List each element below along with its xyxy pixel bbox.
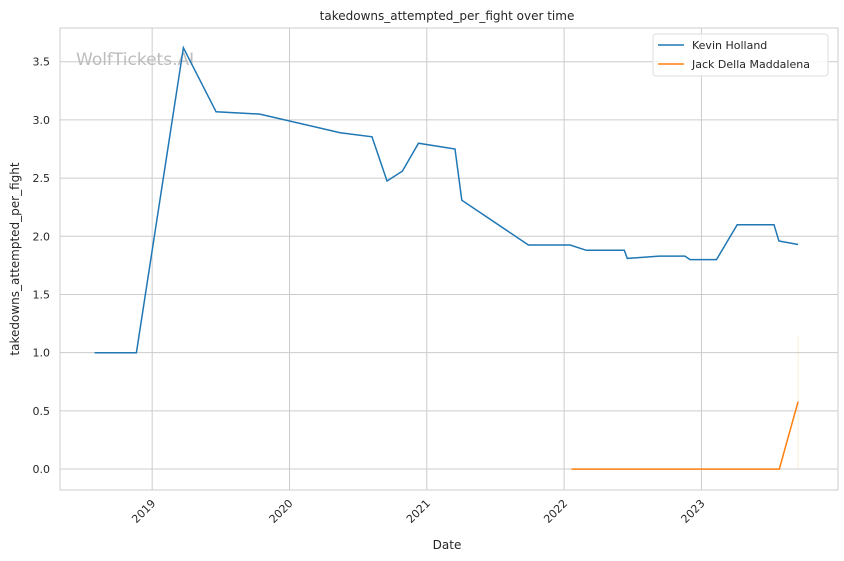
y-axis-label: takedowns_attempted_per_fight <box>8 162 22 355</box>
x-tick-label: 2022 <box>541 497 570 526</box>
y-tick-label: 2.5 <box>33 172 51 185</box>
y-tick-label: 1.5 <box>33 288 51 301</box>
y-tick-label: 0.0 <box>33 463 51 476</box>
legend-box <box>652 33 829 77</box>
x-tick-label: 2021 <box>404 497 433 526</box>
x-tick-label: 2019 <box>129 497 158 526</box>
y-tick-label: 0.5 <box>33 405 51 418</box>
y-tick-label: 3.0 <box>33 114 51 127</box>
chart-title: takedowns_attempted_per_fight over time <box>320 9 575 23</box>
legend-label: Kevin Holland <box>692 39 767 52</box>
y-tick-label: 1.0 <box>33 347 51 360</box>
legend: Kevin Holland Jack Della Maddalena <box>652 33 829 77</box>
y-tick-label: 2.0 <box>33 230 51 243</box>
x-tick-label: 2023 <box>679 497 708 526</box>
y-tick-label: 3.5 <box>33 56 51 69</box>
legend-label: Jack Della Maddalena <box>691 58 810 71</box>
series-line-1 <box>571 401 799 470</box>
series-line-0 <box>94 45 799 354</box>
watermark: WolfTickets.AI <box>76 50 194 70</box>
x-tick-label: 2020 <box>267 497 296 526</box>
x-axis-label: Date <box>433 538 462 552</box>
plot-area <box>59 27 839 491</box>
